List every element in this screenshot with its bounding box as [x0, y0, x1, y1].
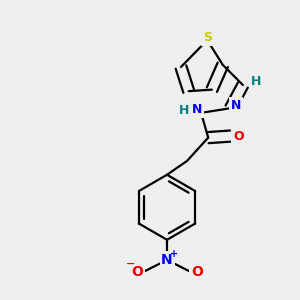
Text: N: N — [192, 103, 203, 116]
Text: O: O — [233, 130, 244, 142]
Text: H: H — [251, 75, 261, 88]
Text: +: + — [170, 249, 178, 259]
Text: N: N — [231, 99, 241, 112]
Text: O: O — [191, 265, 203, 279]
Text: O: O — [131, 265, 143, 279]
Text: N: N — [161, 253, 173, 267]
Text: −: − — [126, 259, 136, 269]
Text: H: H — [179, 104, 189, 117]
Text: S: S — [203, 31, 212, 44]
